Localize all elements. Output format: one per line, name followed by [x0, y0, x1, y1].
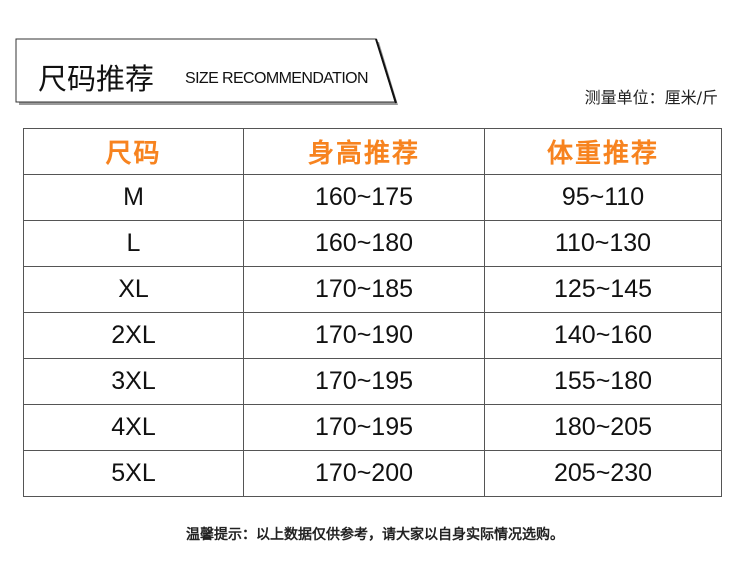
size-cell: M: [23, 174, 244, 221]
header-size: 尺码: [23, 128, 244, 175]
weight-cell: 140~160: [484, 312, 722, 359]
weight-cell: 180~205: [484, 404, 722, 451]
header-height: 身高推荐: [243, 128, 485, 175]
weight-cell: 110~130: [484, 220, 722, 267]
table-row: 4XL 170~195 180~205: [23, 404, 722, 451]
height-cell: 160~175: [243, 174, 485, 221]
table-row: XL 170~185 125~145: [23, 266, 722, 313]
height-cell: 170~190: [243, 312, 485, 359]
table-row: 2XL 170~190 140~160: [23, 312, 722, 359]
table-row: M 160~175 95~110: [23, 174, 722, 221]
height-cell: 160~180: [243, 220, 485, 267]
height-cell: 170~195: [243, 404, 485, 451]
size-cell: 2XL: [23, 312, 244, 359]
size-cell: XL: [23, 266, 244, 313]
title-chinese: 尺码推荐: [38, 62, 155, 96]
height-cell: 170~195: [243, 358, 485, 405]
size-cell: 4XL: [23, 404, 244, 451]
weight-cell: 125~145: [484, 266, 722, 313]
note-text: 温馨提示：以上数据仅供参考，请大家以自身实际情况选购。: [186, 527, 564, 543]
title-banner: [15, 38, 398, 105]
table-row: 3XL 170~195 155~180: [23, 358, 722, 405]
height-cell: 170~185: [243, 266, 485, 313]
table-row: L 160~180 110~130: [23, 220, 722, 267]
weight-cell: 155~180: [484, 358, 722, 405]
size-cell: L: [23, 220, 244, 267]
weight-cell: 205~230: [484, 450, 722, 497]
size-cell: 3XL: [23, 358, 244, 405]
weight-cell: 95~110: [484, 174, 722, 221]
header-weight: 体重推荐: [484, 128, 722, 175]
height-cell: 170~200: [243, 450, 485, 497]
table-row: 5XL 170~200 205~230: [23, 450, 722, 497]
size-table: 尺码 身高推荐 体重推荐 M 160~175 95~110 L 160~180 110~1…: [23, 128, 722, 497]
header-row: 尺码 身高推荐 体重推荐: [23, 128, 722, 175]
size-cell: 5XL: [23, 450, 244, 497]
unit-label: 测量单位：厘米/斤: [584, 88, 718, 107]
title-english: SIZE RECOMMENDATION: [185, 70, 369, 87]
